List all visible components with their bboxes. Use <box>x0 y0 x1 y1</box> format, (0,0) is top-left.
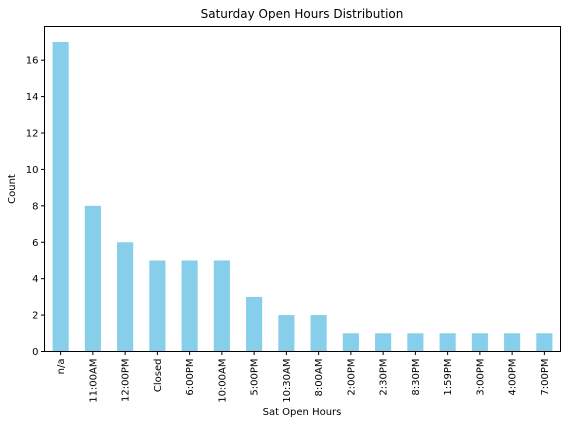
bar <box>213 260 230 352</box>
bar <box>504 333 521 352</box>
plot-frame <box>44 26 561 352</box>
y-axis: 0 2 4 6 8 10 12 14 16 <box>26 56 45 358</box>
y-tick-label: 0 <box>32 347 38 358</box>
bar <box>52 41 69 352</box>
x-axis-label: Sat Open Hours <box>263 407 342 418</box>
y-tick-label: 2 <box>32 311 38 322</box>
bar <box>375 333 392 352</box>
bar <box>149 260 166 352</box>
x-tick-label: 10:00AM <box>217 359 228 403</box>
bar <box>342 333 359 352</box>
x-tick-label: 2:00PM <box>346 359 357 396</box>
x-tick-label: 10:30AM <box>282 359 293 403</box>
x-tick-label: 5:00PM <box>250 359 261 396</box>
x-tick-label: 7:00PM <box>540 359 551 396</box>
bar <box>246 296 263 352</box>
bar <box>278 315 295 352</box>
bar <box>181 260 198 352</box>
bar-series <box>52 41 553 352</box>
y-tick-label: 12 <box>26 129 39 140</box>
y-tick-label: 4 <box>32 274 38 285</box>
x-tick-label: 4:00PM <box>508 359 519 396</box>
x-tick-label: 12:00PM <box>121 359 132 402</box>
bar <box>84 205 101 352</box>
x-tick-label: 11:00AM <box>88 359 99 403</box>
y-tick-label: 6 <box>32 238 38 249</box>
bar <box>439 333 456 352</box>
bar <box>407 333 424 352</box>
x-tick-label: 6:00PM <box>185 359 196 396</box>
chart-title: Saturday Open Hours Distribution <box>201 7 404 21</box>
y-axis-label: Count <box>7 174 18 204</box>
x-tick-label: n/a <box>56 359 67 375</box>
bar <box>310 315 327 352</box>
bar <box>536 333 553 352</box>
bar <box>471 333 488 352</box>
x-tick-label: 8:00AM <box>314 359 325 397</box>
y-tick-label: 16 <box>26 56 39 67</box>
x-tick-label: 1:59PM <box>443 359 454 396</box>
x-tick-label: 2:30PM <box>379 359 390 396</box>
y-tick-label: 8 <box>32 201 38 212</box>
y-tick-label: 14 <box>26 92 39 103</box>
x-tick-label: 8:30PM <box>411 359 422 396</box>
x-axis: n/a 11:00AM 12:00PM Closed 6:00PM 10:00AM 5:00… <box>56 351 551 403</box>
x-tick-label: 3:00PM <box>475 359 486 396</box>
y-tick-label: 10 <box>26 165 39 176</box>
bar <box>117 242 134 352</box>
x-tick-label: Closed <box>153 359 164 393</box>
